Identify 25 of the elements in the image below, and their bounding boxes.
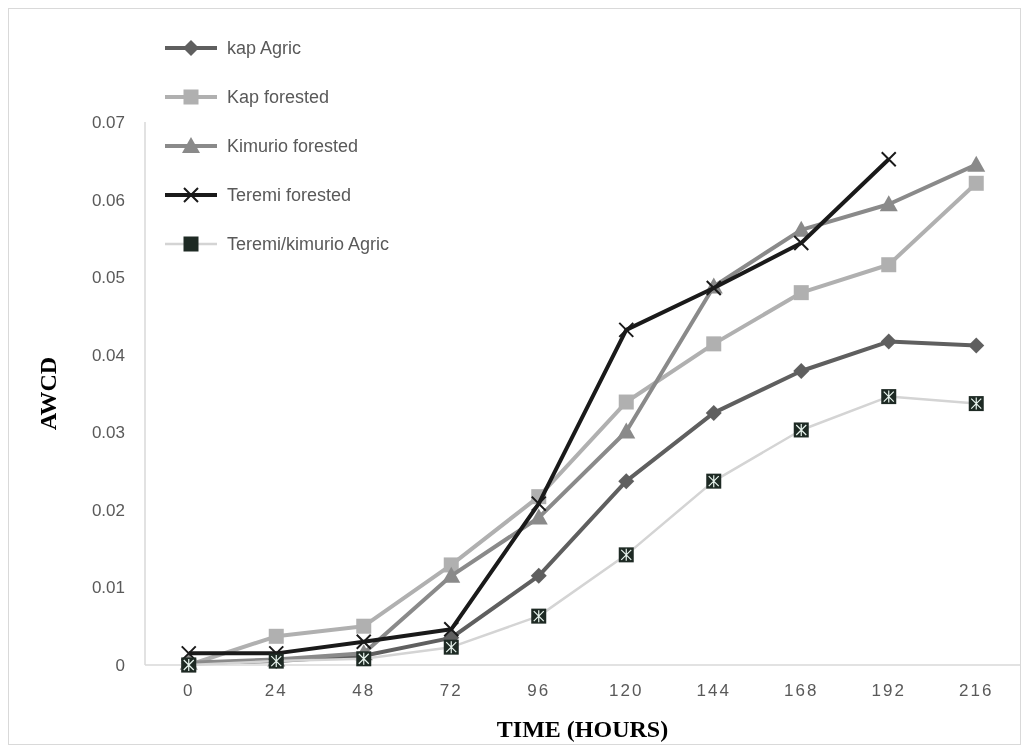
legend-label: Kap forested bbox=[227, 87, 330, 108]
x-tick-label: 216 bbox=[959, 681, 994, 700]
y-tick-label: 0.04 bbox=[91, 345, 125, 365]
y-tick-label: 0.03 bbox=[91, 423, 125, 443]
y-tick-label: 0 bbox=[115, 655, 125, 675]
x-tick-label: 96 bbox=[527, 681, 551, 700]
x-tick-label: 72 bbox=[439, 681, 463, 700]
legend-label: Teremi forested bbox=[227, 185, 352, 206]
x-tick-label: 192 bbox=[871, 681, 906, 700]
legend-label: Kimurio forested bbox=[227, 136, 359, 157]
legend-label: Teremi/kimurio Agric bbox=[227, 234, 390, 255]
y-tick-label: 0.02 bbox=[91, 500, 125, 520]
x-tick-label: 48 bbox=[352, 681, 376, 700]
x-axis-title: TIME (HOURS) bbox=[496, 716, 669, 742]
x-tick-label: 24 bbox=[264, 681, 288, 700]
y-tick-label: 0.05 bbox=[91, 268, 125, 288]
y-tick-label: 0.07 bbox=[91, 112, 125, 132]
x-tick-label: 0 bbox=[183, 681, 195, 700]
legend-label: kap Agric bbox=[227, 38, 302, 59]
y-tick-label: 0.01 bbox=[91, 578, 125, 598]
x-tick-label: 168 bbox=[784, 681, 819, 700]
x-tick-label: 120 bbox=[609, 681, 644, 700]
x-tick-label: 144 bbox=[696, 681, 731, 700]
y-axis-title: AWCD bbox=[35, 356, 61, 431]
y-tick-label: 0.06 bbox=[91, 190, 125, 210]
